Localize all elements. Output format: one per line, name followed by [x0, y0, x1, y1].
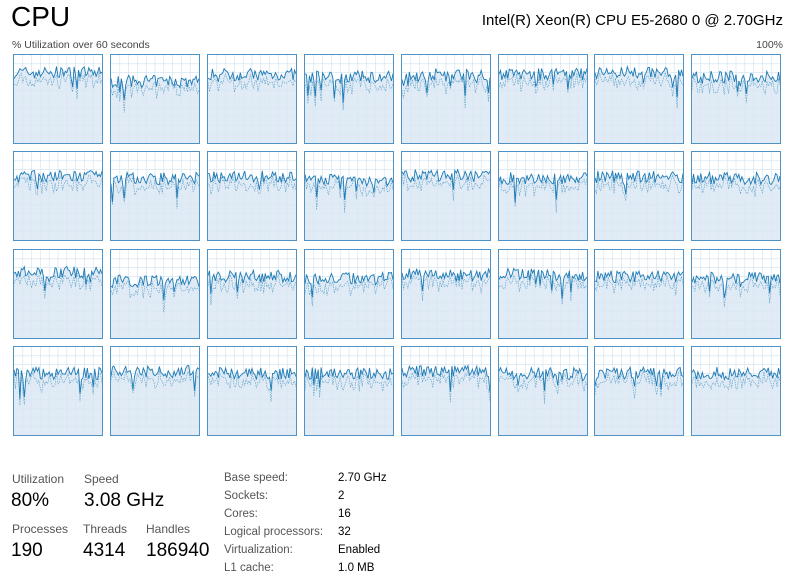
- cores-value: 16: [338, 508, 351, 520]
- processor-graph-18[interactable]: [206, 248, 297, 339]
- utilization-chart: [14, 55, 102, 143]
- utilization-chart: [304, 249, 393, 338]
- utilization-chart: [14, 346, 102, 435]
- processor-graph-16[interactable]: [13, 248, 103, 339]
- processor-graph-23[interactable]: [691, 248, 782, 339]
- logical-processor-graphs[interactable]: [13, 54, 783, 446]
- processor-graph-30[interactable]: [594, 345, 685, 436]
- utilization-max-label: 100%: [756, 39, 783, 51]
- utilization-chart: [304, 346, 393, 435]
- speed-value: 3.08 GHz: [84, 490, 165, 511]
- utilization-axis-label: % Utilization over 60 seconds: [12, 39, 150, 51]
- utilization-chart: [110, 55, 199, 143]
- processor-graph-9[interactable]: [109, 151, 200, 242]
- processor-graph-2[interactable]: [206, 54, 297, 144]
- utilization-chart: [207, 55, 296, 143]
- processor-graph-1[interactable]: [109, 54, 200, 144]
- processor-graph-5[interactable]: [497, 54, 588, 144]
- utilization-chart: [595, 55, 684, 143]
- processor-graph-20[interactable]: [400, 248, 491, 339]
- logical-processors-value: 32: [338, 526, 351, 538]
- page-title: CPU: [11, 1, 71, 32]
- processor-graph-8[interactable]: [13, 151, 103, 242]
- cpu-stats-panel: Utilization 80% Speed 3.08 GHz Processes…: [0, 466, 800, 574]
- processor-graph-24[interactable]: [13, 345, 103, 436]
- processor-graph-12[interactable]: [400, 151, 491, 242]
- handles-label: Handles: [146, 522, 191, 536]
- utilization-label: Utilization: [12, 472, 65, 486]
- threads-value: 4314: [83, 540, 126, 561]
- processor-graph-7[interactable]: [691, 54, 782, 144]
- utilization-chart: [401, 55, 490, 143]
- utilization-chart: [14, 249, 102, 338]
- utilization-chart: [692, 152, 781, 241]
- processor-graph-19[interactable]: [303, 248, 394, 339]
- speed-label: Speed: [84, 472, 119, 486]
- processor-graph-25[interactable]: [109, 345, 200, 436]
- base-speed-value: 2.70 GHz: [338, 472, 387, 484]
- processor-graph-13[interactable]: [497, 151, 588, 242]
- processor-graph-17[interactable]: [109, 248, 200, 339]
- utilization-chart: [14, 152, 102, 241]
- utilization-chart: [692, 249, 781, 338]
- sockets-label: Sockets:: [224, 490, 269, 502]
- l1-cache-value: 1.0 MB: [338, 562, 375, 574]
- processor-graph-14[interactable]: [594, 151, 685, 242]
- utilization-chart: [498, 152, 587, 241]
- utilization-chart: [304, 152, 393, 241]
- utilization-chart: [110, 152, 199, 241]
- processor-graph-21[interactable]: [497, 248, 588, 339]
- virtualization-value: Enabled: [338, 544, 381, 556]
- utilization-value: 80%: [11, 490, 50, 511]
- processor-graph-10[interactable]: [206, 151, 297, 242]
- utilization-chart: [595, 346, 684, 435]
- utilization-chart: [692, 55, 781, 143]
- utilization-chart: [498, 249, 587, 338]
- l1-cache-label: L1 cache:: [224, 562, 274, 574]
- processor-graph-0[interactable]: [13, 54, 103, 144]
- processor-graph-29[interactable]: [497, 345, 588, 436]
- utilization-chart: [207, 152, 296, 241]
- processor-graph-3[interactable]: [303, 54, 394, 144]
- utilization-chart: [401, 346, 490, 435]
- processor-graph-27[interactable]: [303, 345, 394, 436]
- processes-label: Processes: [12, 522, 69, 536]
- processor-graph-31[interactable]: [691, 345, 782, 436]
- threads-label: Threads: [83, 522, 128, 536]
- utilization-chart: [498, 346, 587, 435]
- utilization-chart: [207, 346, 296, 435]
- utilization-chart: [595, 249, 684, 338]
- processor-graph-22[interactable]: [594, 248, 685, 339]
- utilization-chart: [498, 55, 587, 143]
- utilization-chart: [110, 346, 199, 435]
- sockets-value: 2: [338, 490, 345, 502]
- utilization-chart: [110, 249, 199, 338]
- cores-label: Cores:: [224, 508, 258, 520]
- cpu-model-name: Intel(R) Xeon(R) CPU E5-2680 0 @ 2.70GHz: [481, 12, 783, 29]
- utilization-chart: [207, 249, 296, 338]
- utilization-chart: [304, 55, 393, 143]
- logical-processors-label: Logical processors:: [224, 526, 324, 538]
- processor-graph-15[interactable]: [691, 151, 782, 242]
- processor-graph-28[interactable]: [400, 345, 491, 436]
- processor-graph-11[interactable]: [303, 151, 394, 242]
- processor-graph-26[interactable]: [206, 345, 297, 436]
- base-speed-label: Base speed:: [224, 472, 288, 484]
- handles-value: 186940: [146, 540, 210, 561]
- utilization-chart: [401, 152, 490, 241]
- processor-graph-6[interactable]: [594, 54, 685, 144]
- processor-graph-4[interactable]: [400, 54, 491, 144]
- processes-value: 190: [11, 540, 43, 561]
- virtualization-label: Virtualization:: [224, 544, 293, 556]
- utilization-chart: [692, 346, 781, 435]
- utilization-chart: [401, 249, 490, 338]
- utilization-chart: [595, 152, 684, 241]
